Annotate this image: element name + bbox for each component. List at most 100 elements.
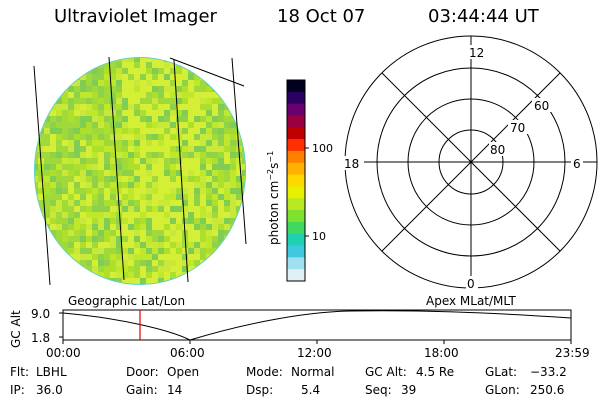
globe-pixel bbox=[242, 248, 245, 254]
globe-pixel bbox=[164, 146, 170, 152]
globe-pixel bbox=[176, 248, 182, 254]
globe-pixel bbox=[50, 164, 56, 170]
glat-label: GLat: bbox=[485, 365, 518, 379]
x-tick-label: 06:00 bbox=[170, 346, 205, 360]
globe-pixel bbox=[92, 182, 98, 188]
globe-pixel bbox=[116, 122, 122, 128]
globe-pixel bbox=[134, 68, 140, 74]
globe-pixel bbox=[200, 158, 206, 164]
globe-pixel bbox=[92, 122, 98, 128]
globe-pixel bbox=[134, 58, 140, 62]
globe-pixel bbox=[158, 134, 164, 140]
globe-pixel bbox=[152, 68, 158, 74]
globe-pixel bbox=[242, 266, 245, 272]
globe-pixel bbox=[212, 236, 218, 242]
globe-pixel bbox=[110, 170, 116, 176]
globe-pixel bbox=[74, 272, 80, 278]
globe-pixel bbox=[158, 284, 164, 290]
globe-pixel bbox=[86, 284, 92, 290]
globe-pixel bbox=[188, 152, 194, 158]
globe-pixel bbox=[128, 194, 134, 200]
globe-pixel bbox=[230, 116, 236, 122]
globe-pixel bbox=[38, 170, 44, 176]
mode-label: Mode: bbox=[246, 365, 283, 379]
globe-pixel bbox=[38, 194, 44, 200]
globe-pixel bbox=[44, 284, 50, 290]
globe-pixel bbox=[188, 176, 194, 182]
globe-pixel bbox=[188, 158, 194, 164]
globe-pixel bbox=[158, 86, 164, 92]
globe-pixel bbox=[50, 242, 56, 248]
globe-pixel bbox=[248, 188, 254, 194]
globe-pixel bbox=[68, 188, 74, 194]
x-tick-label: 12:00 bbox=[297, 346, 332, 360]
globe-pixel bbox=[98, 158, 104, 164]
globe-pixel bbox=[104, 248, 110, 254]
globe-pixel bbox=[122, 224, 128, 230]
globe-pixel bbox=[140, 182, 146, 188]
globe-pixel bbox=[206, 164, 212, 170]
globe-pixel bbox=[74, 146, 80, 152]
globe-pixel bbox=[230, 158, 236, 164]
ip-value: 36.0 bbox=[36, 383, 63, 397]
globe-pixel bbox=[194, 140, 200, 146]
globe-pixel bbox=[248, 200, 254, 206]
globe-pixel bbox=[92, 266, 98, 272]
globe-pixel bbox=[38, 188, 44, 194]
globe-pixel bbox=[248, 272, 254, 278]
globe-pixel bbox=[242, 86, 245, 92]
globe-pixel bbox=[38, 98, 44, 104]
globe-pixel bbox=[92, 242, 98, 248]
alt-curve bbox=[62, 310, 572, 341]
globe-pixel bbox=[74, 104, 80, 110]
globe-pixel bbox=[74, 158, 80, 164]
globe-pixel bbox=[164, 236, 170, 242]
globe-pixel bbox=[182, 188, 188, 194]
globe-pixel bbox=[248, 80, 254, 86]
globe-pixel bbox=[248, 242, 254, 248]
globe-pixel bbox=[92, 194, 98, 200]
mode-value: Normal bbox=[291, 365, 335, 379]
globe-pixel bbox=[68, 260, 74, 266]
globe-pixel bbox=[146, 140, 152, 146]
globe-pixel bbox=[44, 128, 50, 134]
globe-pixel bbox=[62, 92, 68, 98]
globe-pixel bbox=[80, 122, 86, 128]
globe-pixel bbox=[200, 218, 206, 224]
globe-pixel bbox=[146, 200, 152, 206]
globe-pixel bbox=[44, 182, 50, 188]
globe-pixel bbox=[218, 98, 224, 104]
globe-pixel bbox=[104, 62, 110, 68]
globe-pixel bbox=[56, 182, 62, 188]
globe-pixel bbox=[224, 146, 230, 152]
globe-pixel bbox=[80, 86, 86, 92]
globe-pixel bbox=[224, 206, 230, 212]
globe-pixel bbox=[50, 206, 56, 212]
globe-pixel bbox=[122, 278, 128, 284]
label-bg bbox=[342, 156, 364, 170]
globe-pixel bbox=[38, 110, 44, 116]
globe-pixel bbox=[218, 152, 224, 158]
globe-pixel bbox=[218, 62, 224, 68]
globe-pixel bbox=[146, 260, 152, 266]
globe-pixel bbox=[164, 110, 170, 116]
globe-pixel bbox=[62, 254, 68, 260]
globe-pixel bbox=[50, 272, 56, 278]
globe-pixel bbox=[50, 254, 56, 260]
globe-pixel bbox=[182, 98, 188, 104]
globe-pixel bbox=[116, 212, 122, 218]
globe-pixel bbox=[56, 254, 62, 260]
globe-pixel bbox=[224, 188, 230, 194]
globe-pixel bbox=[92, 176, 98, 182]
globe-pixel bbox=[236, 62, 242, 68]
globe-pixel bbox=[62, 134, 68, 140]
globe-pixel bbox=[110, 212, 116, 218]
alt-axis-label: GC Alt bbox=[9, 310, 23, 348]
globe-pixel bbox=[146, 74, 152, 80]
globe-pixel bbox=[50, 200, 56, 206]
globe-pixel bbox=[206, 58, 212, 62]
globe-pixel bbox=[236, 266, 242, 272]
globe-pixel bbox=[218, 266, 224, 272]
globe-pixel bbox=[164, 92, 170, 98]
globe-pixel bbox=[152, 200, 158, 206]
